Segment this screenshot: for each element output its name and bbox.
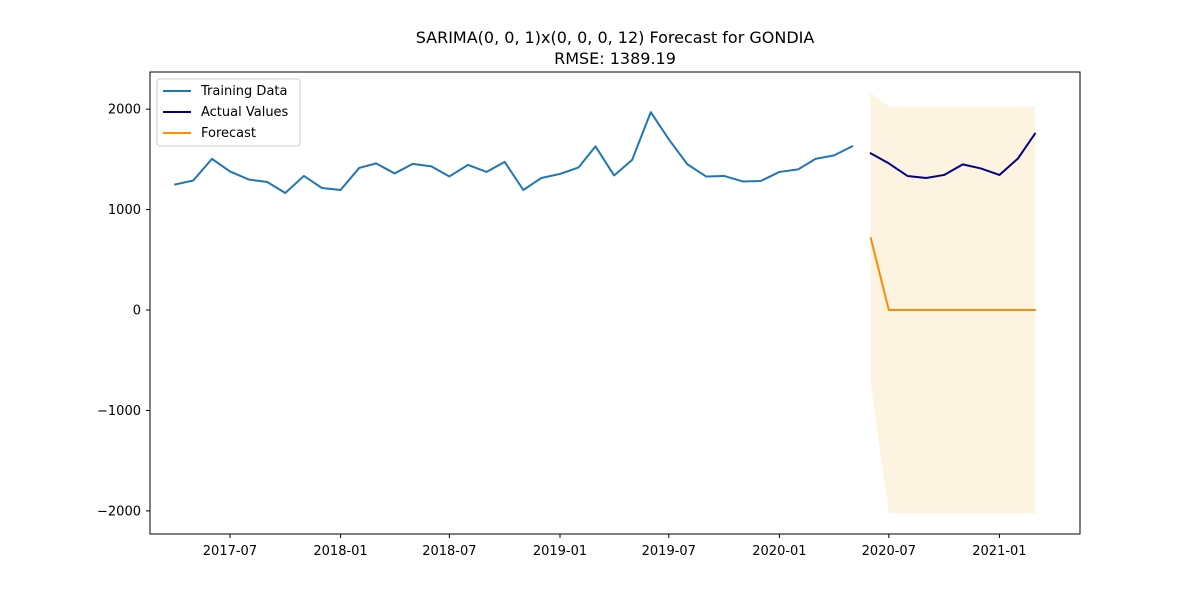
legend: Training Data Actual Values Forecast xyxy=(156,78,301,147)
x-tick-label: 2021-01 xyxy=(972,544,1026,559)
series-line-forecast xyxy=(869,237,1036,312)
y-tick-label: 2000 xyxy=(108,103,141,118)
x-tick-label: 2019-07 xyxy=(642,544,696,559)
x-tick-label: 2018-07 xyxy=(422,544,476,559)
plot-area xyxy=(174,93,1037,514)
y-tick-label: 1000 xyxy=(108,203,141,218)
legend-box xyxy=(156,78,301,147)
x-tick-label: 2017-07 xyxy=(203,544,257,559)
x-tick-label: 2019-01 xyxy=(533,544,587,559)
chart-subtitle: RMSE: 1389.19 xyxy=(554,49,676,68)
x-tick-label: 2018-01 xyxy=(313,544,367,559)
series-line-training-data xyxy=(174,111,854,195)
x-tick-label: 2020-07 xyxy=(862,544,916,559)
y-tick-label: 0 xyxy=(133,304,141,319)
y-axis: 2000 1000 0 −1000 −2000 xyxy=(97,103,150,519)
confidence-band xyxy=(870,93,1035,514)
chart-title: SARIMA(0, 0, 1)x(0, 0, 0, 12) Forecast f… xyxy=(416,28,815,47)
y-tick-label: −1000 xyxy=(97,404,141,419)
x-tick-label: 2020-01 xyxy=(752,544,806,559)
legend-label-actual: Actual Values xyxy=(201,105,289,120)
axes-frame xyxy=(149,71,1081,535)
series-line-actual-values xyxy=(869,132,1037,179)
legend-label-forecast: Forecast xyxy=(201,126,256,141)
legend-label-training: Training Data xyxy=(200,84,287,99)
x-axis: 2017-07 2018-01 2018-07 2019-01 2019-07 2020-… xyxy=(203,534,1027,559)
y-tick-label: −2000 xyxy=(97,504,141,519)
